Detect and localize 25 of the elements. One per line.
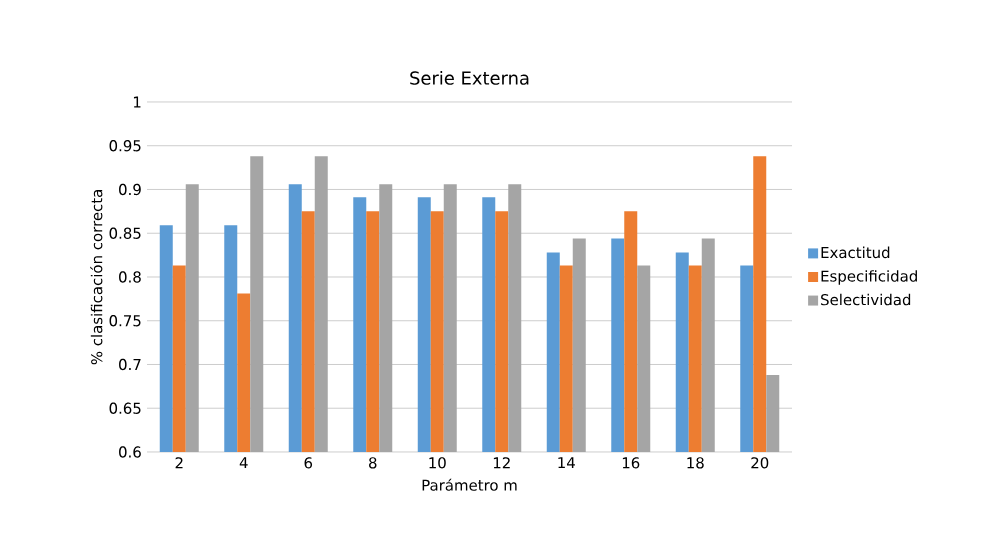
y-tick-label: 1: [133, 96, 141, 108]
x-tick-label: 8: [369, 457, 377, 469]
y-tick-label: 0.85: [109, 227, 141, 239]
y-tick-label: 0.75: [109, 315, 141, 327]
x-axis-title: Parámetro m: [422, 478, 517, 491]
x-tick-label: 16: [622, 457, 640, 469]
y-tick-label: 0.6: [119, 446, 141, 458]
y-tick-label: 0.8: [119, 271, 141, 283]
x-tick-label: 4: [239, 457, 248, 469]
y-axis-title: % clasificación correcta: [90, 190, 103, 365]
legend-label: Exactitud: [821, 246, 890, 259]
y-tick-label: 0.7: [119, 358, 141, 371]
x-tick-label: 12: [493, 457, 510, 469]
x-tick-label: 14: [558, 457, 575, 469]
x-tick-label: 2: [175, 457, 183, 469]
legend-label: Selectividad: [821, 293, 911, 306]
x-tick-label: 18: [687, 457, 704, 469]
y-tick-label: 0.9: [119, 183, 141, 196]
y-tick-label: 0.95: [109, 140, 141, 152]
x-tick-label: 20: [751, 457, 769, 469]
x-tick-label: 6: [304, 457, 313, 469]
legend-label: Especificidad: [821, 270, 917, 285]
chart-title: Serie Externa: [410, 70, 529, 85]
y-tick-label: 0.65: [109, 402, 141, 414]
x-tick-label: 10: [429, 457, 446, 469]
